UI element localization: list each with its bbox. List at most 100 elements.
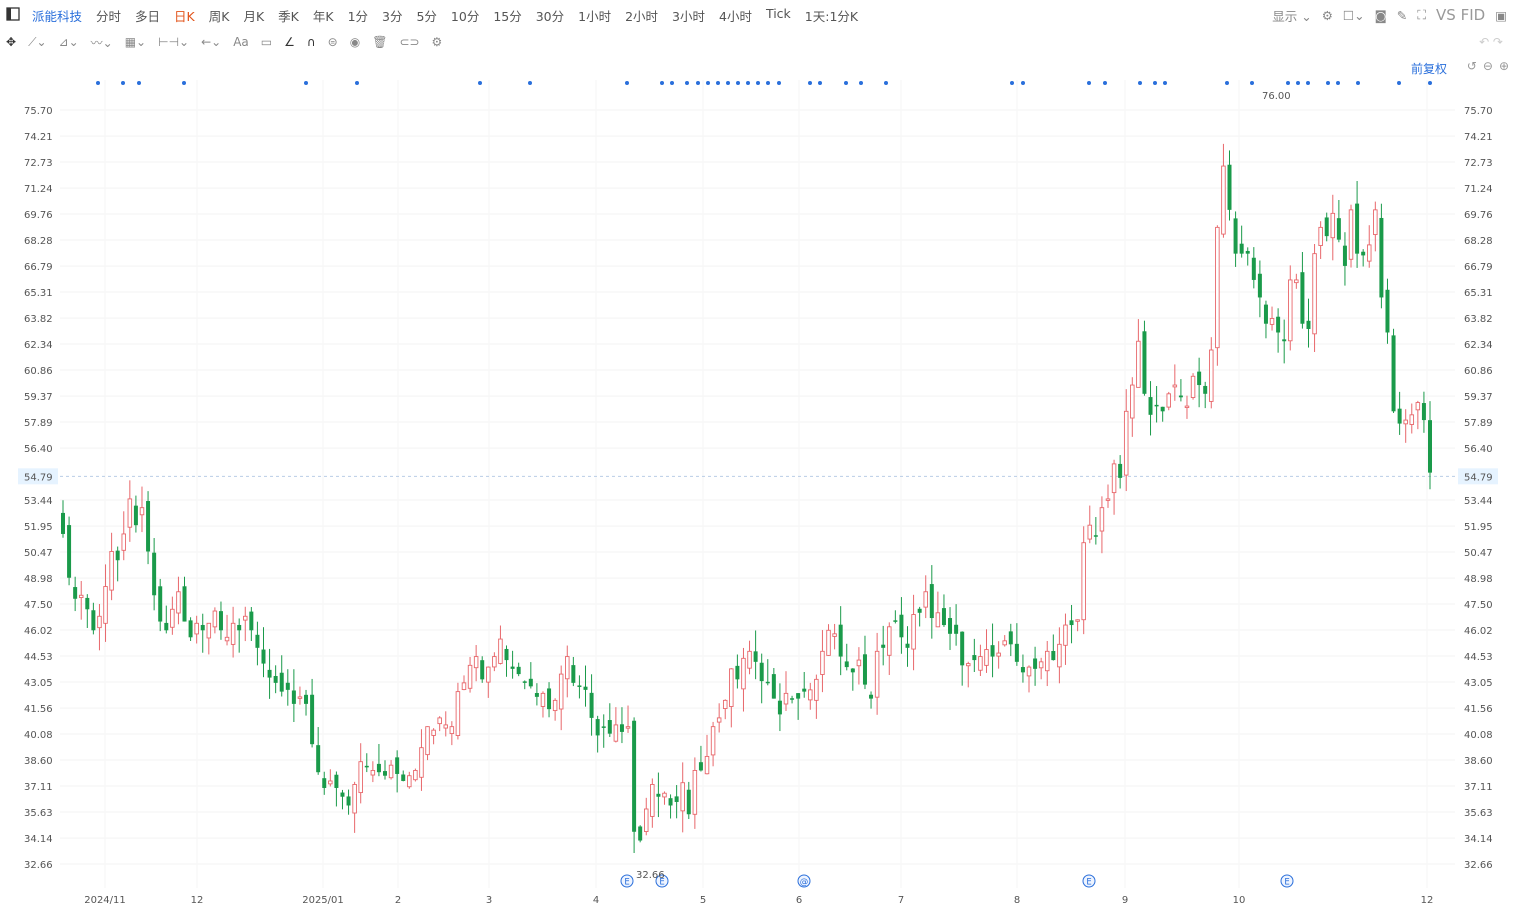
candle[interactable] <box>954 604 959 646</box>
candle[interactable] <box>1038 657 1044 680</box>
angle-tool-icon[interactable]: ∠ <box>284 35 295 49</box>
candle[interactable] <box>461 675 467 691</box>
candle[interactable] <box>540 691 546 718</box>
candle[interactable] <box>158 578 163 632</box>
candle[interactable] <box>1099 496 1105 554</box>
candle[interactable] <box>923 575 928 619</box>
candle[interactable] <box>285 669 290 706</box>
candle[interactable] <box>656 772 661 818</box>
candle[interactable] <box>1421 391 1426 433</box>
candle[interactable] <box>698 745 703 772</box>
candle[interactable] <box>395 750 400 793</box>
candle[interactable] <box>1154 386 1159 423</box>
period-tab[interactable]: 日K <box>174 8 195 24</box>
reset-icon[interactable]: ↺ <box>1466 59 1477 73</box>
move-icon[interactable]: ✥ <box>6 35 17 49</box>
candle[interactable] <box>790 695 795 704</box>
candle[interactable] <box>802 672 807 698</box>
candle[interactable] <box>881 625 886 666</box>
candle[interactable] <box>534 683 539 706</box>
candle[interactable] <box>650 778 655 828</box>
candle[interactable] <box>1033 646 1038 686</box>
candle[interactable] <box>1111 459 1117 515</box>
candle[interactable] <box>328 769 333 787</box>
candle[interactable] <box>1008 623 1013 657</box>
period-tab[interactable]: 周K <box>208 8 230 24</box>
candle[interactable] <box>1197 357 1202 408</box>
candle[interactable] <box>710 721 716 767</box>
candle[interactable] <box>1136 319 1141 388</box>
candle[interactable] <box>194 615 199 644</box>
candle[interactable] <box>941 594 946 627</box>
candle[interactable] <box>273 665 278 694</box>
candle[interactable] <box>808 682 813 710</box>
event-marker[interactable]: @ <box>797 874 811 888</box>
candle[interactable] <box>352 781 357 833</box>
candle[interactable] <box>735 654 740 689</box>
candle[interactable] <box>632 717 637 854</box>
sidebar-toggle-icon[interactable] <box>0 6 26 24</box>
candle[interactable] <box>1361 249 1366 267</box>
candle[interactable] <box>139 486 145 533</box>
candle[interactable] <box>796 693 801 720</box>
candle[interactable] <box>1251 247 1256 289</box>
layout-square-icon[interactable]: ☐⌄ <box>1342 7 1365 23</box>
candle[interactable] <box>206 622 212 655</box>
candle[interactable] <box>425 726 430 761</box>
arrow-tool-icon[interactable]: ←⌄ <box>201 35 222 49</box>
period-tab[interactable]: 15分 <box>493 8 522 24</box>
period-tab[interactable]: 1天:1分K <box>804 8 859 24</box>
candle[interactable] <box>820 630 825 693</box>
candle[interactable] <box>571 656 576 687</box>
candle[interactable] <box>1063 613 1068 665</box>
candle[interactable] <box>279 655 284 697</box>
candle[interactable] <box>1233 211 1238 267</box>
candle[interactable] <box>1142 320 1147 396</box>
candle[interactable] <box>176 576 181 625</box>
candle[interactable] <box>625 705 631 733</box>
candle[interactable] <box>692 757 698 829</box>
event-marker[interactable]: E <box>1082 874 1096 888</box>
candle[interactable] <box>431 728 436 745</box>
candle[interactable] <box>1342 232 1347 286</box>
candle[interactable] <box>613 707 619 743</box>
candle[interactable] <box>237 618 242 653</box>
candle[interactable] <box>467 656 473 693</box>
candle[interactable] <box>528 662 533 689</box>
candle[interactable] <box>304 689 309 716</box>
candle[interactable] <box>340 789 345 810</box>
candle[interactable] <box>1373 201 1378 252</box>
candle[interactable] <box>504 645 509 677</box>
zoom-in-icon[interactable]: ⊕ <box>1498 59 1509 73</box>
candle[interactable] <box>249 607 254 642</box>
candle[interactable] <box>1263 300 1268 339</box>
candle[interactable] <box>1014 623 1019 666</box>
candle[interactable] <box>869 691 874 709</box>
candle[interactable] <box>583 665 588 707</box>
period-tab[interactable]: 3分 <box>382 8 403 24</box>
candle[interactable] <box>1245 247 1250 266</box>
period-tab[interactable]: 4小时 <box>719 8 752 24</box>
candle[interactable] <box>1330 194 1336 261</box>
candle[interactable] <box>1300 251 1305 329</box>
candle[interactable] <box>170 596 175 635</box>
candle[interactable] <box>78 581 84 620</box>
candle[interactable] <box>1026 665 1032 693</box>
candle[interactable] <box>61 500 65 538</box>
candle[interactable] <box>255 621 260 666</box>
candle[interactable] <box>103 564 108 642</box>
link-icon[interactable]: ⊂⊃ <box>399 35 420 49</box>
candle[interactable] <box>267 648 272 699</box>
candle[interactable] <box>212 607 218 634</box>
candle[interactable] <box>1069 604 1074 644</box>
pencil-icon[interactable]: ✎ <box>1396 7 1408 23</box>
candle[interactable] <box>1203 381 1208 409</box>
lock-icon[interactable]: ⊜ <box>327 35 338 49</box>
candle[interactable] <box>1075 619 1080 632</box>
candle[interactable] <box>972 638 977 672</box>
candle[interactable] <box>346 789 351 815</box>
candle[interactable] <box>887 622 892 676</box>
candle[interactable] <box>1105 484 1111 508</box>
eye-icon[interactable]: ◉ <box>349 35 361 49</box>
